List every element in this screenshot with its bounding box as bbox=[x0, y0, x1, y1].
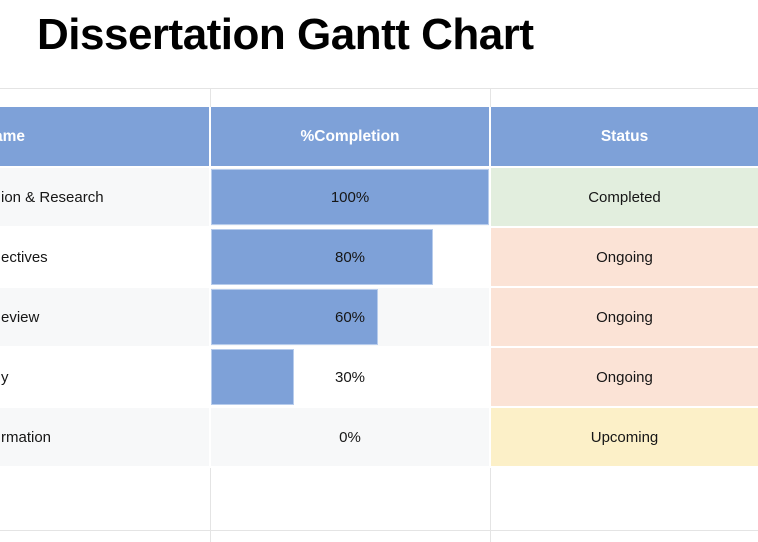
status-cell[interactable]: Ongoing bbox=[491, 228, 758, 286]
table-row: ion & Research 100% Completed bbox=[0, 168, 758, 228]
completion-value: 80% bbox=[334, 248, 366, 266]
task-name-cell[interactable]: eview bbox=[0, 288, 211, 346]
column-header-task-name[interactable]: ame bbox=[0, 107, 211, 166]
table-row: rmation 0% Upcoming bbox=[0, 408, 758, 468]
completion-value: 100% bbox=[330, 188, 370, 206]
completion-cell[interactable]: 80% bbox=[211, 228, 491, 286]
status-cell[interactable]: Upcoming bbox=[491, 408, 758, 466]
column-header-task-name-label: ame bbox=[0, 127, 26, 145]
completion-cell[interactable]: 100% bbox=[211, 168, 491, 226]
completion-value: 0% bbox=[339, 428, 361, 446]
completion-data-bar bbox=[211, 169, 489, 225]
page-title: Dissertation Gantt Chart bbox=[37, 10, 534, 59]
table-row: y 30% Ongoing bbox=[0, 348, 758, 408]
status-cell[interactable]: Ongoing bbox=[491, 288, 758, 346]
sheet-gridline-horizontal-top bbox=[0, 88, 758, 89]
sheet-gridline-horizontal-bottom bbox=[0, 530, 758, 531]
task-name-cell[interactable]: ectives bbox=[0, 228, 211, 286]
completion-value: 30% bbox=[334, 368, 366, 386]
status-cell[interactable]: Completed bbox=[491, 168, 758, 226]
table-row: ectives 80% Ongoing bbox=[0, 228, 758, 288]
task-name-cell[interactable]: rmation bbox=[0, 408, 211, 466]
status-cell[interactable]: Ongoing bbox=[491, 348, 758, 406]
table-header-row: ame %Completion Status bbox=[0, 107, 758, 168]
completion-cell[interactable]: 30% bbox=[211, 348, 491, 406]
completion-data-bar bbox=[211, 289, 378, 345]
completion-cell[interactable]: 0% bbox=[211, 408, 491, 466]
column-header-status[interactable]: Status bbox=[491, 107, 758, 166]
column-header-completion[interactable]: %Completion bbox=[211, 107, 491, 166]
completion-cell[interactable]: 60% bbox=[211, 288, 491, 346]
completion-value: 60% bbox=[334, 308, 366, 326]
completion-data-bar bbox=[211, 229, 434, 285]
completion-data-bar bbox=[211, 349, 295, 405]
table-row: eview 60% Ongoing bbox=[0, 288, 758, 348]
task-name-cell[interactable]: y bbox=[0, 348, 211, 406]
task-name-cell[interactable]: ion & Research bbox=[0, 168, 211, 226]
gantt-table: ame %Completion Status ion & Research 10… bbox=[0, 107, 758, 468]
